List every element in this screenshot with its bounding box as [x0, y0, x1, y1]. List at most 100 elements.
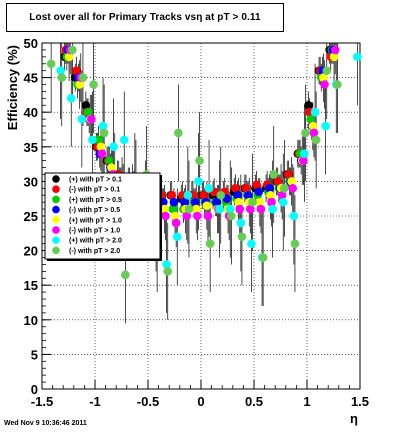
data-point	[225, 204, 235, 214]
legend-marker	[52, 226, 60, 234]
data-point	[266, 190, 275, 200]
data-point	[81, 100, 91, 110]
legend-box	[44, 172, 161, 260]
data-point	[269, 170, 279, 179]
data-point	[252, 180, 261, 190]
data-point	[268, 204, 277, 214]
data-point	[278, 197, 288, 207]
data-point	[190, 197, 200, 207]
data-point	[56, 66, 65, 75]
data-point	[89, 80, 98, 89]
data-point	[300, 149, 309, 159]
data-point	[160, 204, 169, 214]
data-point	[104, 156, 114, 165]
data-point	[311, 135, 321, 145]
data-point	[203, 211, 213, 221]
legend-marker	[52, 205, 60, 214]
data-point	[288, 184, 298, 193]
x-tick-label: 0	[197, 394, 204, 409]
data-point	[322, 66, 332, 75]
data-point	[247, 239, 256, 248]
data-point	[88, 135, 97, 145]
data-point	[195, 156, 204, 165]
data-point	[205, 239, 215, 248]
data-point	[301, 128, 310, 138]
data-point	[320, 80, 329, 89]
data-point	[107, 163, 116, 172]
data-point	[309, 128, 319, 138]
legend-label: (-) with pT > 0.1	[69, 187, 120, 194]
data-point	[353, 52, 362, 62]
data-point	[289, 211, 299, 221]
data-point	[237, 232, 247, 242]
data-point	[77, 114, 87, 124]
data-point	[194, 177, 203, 186]
data-point	[184, 204, 194, 214]
y-tick-label: 50	[24, 36, 38, 51]
data-point	[172, 232, 182, 242]
legend-label: (-) with pT > 1.0	[69, 228, 120, 235]
data-point	[216, 190, 226, 200]
data-point	[119, 135, 129, 145]
data-point	[183, 190, 193, 200]
y-tick-label: 35	[24, 140, 38, 155]
data-point	[57, 73, 67, 82]
y-tick-label: 45	[24, 71, 38, 86]
data-point	[171, 218, 181, 228]
data-point	[321, 121, 330, 131]
data-point	[199, 190, 208, 200]
legend-label: (+) with pT > 0.5	[69, 197, 122, 204]
data-point	[231, 184, 240, 193]
chart-title-box: Lost over all for Primary Tracks vsη at …	[6, 3, 284, 32]
legend-label: (-) with pT > 0.5	[69, 207, 120, 214]
legend-marker	[52, 246, 60, 255]
legend-marker	[52, 236, 60, 244]
data-point	[287, 177, 296, 186]
data-point	[182, 211, 192, 221]
data-point	[83, 107, 93, 117]
data-point	[174, 128, 183, 138]
legend-label: (+) with pT > 2.0	[69, 238, 122, 245]
legend-marker	[52, 216, 60, 224]
data-point	[235, 204, 245, 214]
data-point	[256, 204, 266, 214]
data-point	[78, 73, 88, 82]
data-point	[254, 187, 264, 197]
legend-marker	[52, 185, 60, 193]
data-point	[273, 177, 283, 186]
data-point	[94, 135, 103, 145]
x-tick-label: 1.5	[351, 394, 369, 409]
data-point	[64, 52, 74, 62]
data-point	[304, 100, 313, 110]
data-point	[284, 170, 293, 179]
data-point	[161, 211, 170, 221]
data-point	[121, 270, 130, 280]
data-point	[310, 107, 320, 117]
y-tick-label: 10	[24, 313, 38, 328]
data-point	[68, 45, 77, 55]
data-point	[87, 114, 96, 124]
data-point	[204, 184, 214, 193]
legend-marker	[52, 175, 60, 183]
data-point	[258, 253, 268, 262]
data-point	[306, 114, 315, 124]
x-tick-label: -1	[89, 394, 101, 409]
y-tick-label: 25	[24, 209, 38, 224]
legend-label: (+) with pT > 0.1	[69, 177, 122, 184]
data-point	[163, 267, 173, 276]
data-point	[236, 218, 246, 228]
data-point	[319, 73, 328, 82]
data-point	[96, 142, 106, 152]
data-point	[215, 204, 224, 214]
data-point	[109, 142, 118, 152]
data-point	[255, 197, 265, 207]
data-point	[168, 204, 178, 214]
data-point	[308, 121, 318, 131]
data-point	[299, 156, 308, 165]
data-point	[212, 197, 221, 207]
data-point	[66, 94, 76, 103]
data-point	[248, 197, 257, 207]
data-point	[267, 197, 276, 207]
data-point	[97, 149, 107, 159]
